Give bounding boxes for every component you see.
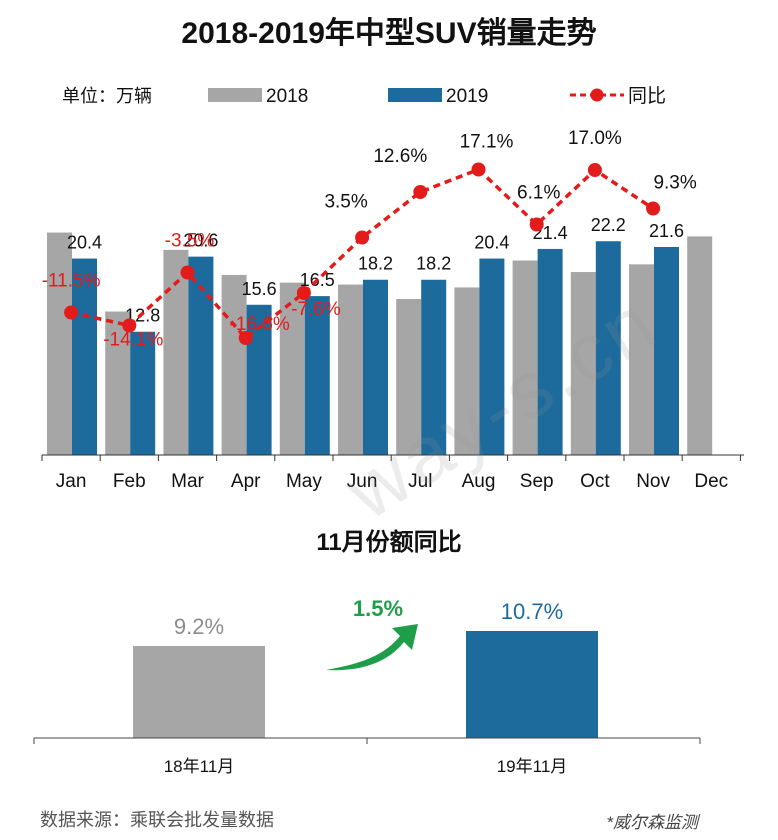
x-label-jan: Jan: [56, 471, 87, 492]
yoy-label-feb: -14.1%: [103, 330, 163, 351]
x-axis-ticks: [41, 455, 741, 461]
x-label-jun: Jun: [347, 471, 378, 492]
bar-label-2019-jan: 20.4: [67, 233, 102, 253]
share-value-labels: 9.2% 10.7%: [174, 599, 563, 639]
bar-2019-aug: [479, 258, 505, 455]
yoy-marker-mar: [180, 265, 195, 280]
x-label-sep: Sep: [520, 471, 554, 492]
legend-label-2018: 2018: [266, 86, 308, 107]
yoy-marker-feb: [122, 318, 137, 333]
bar-2018-aug: [454, 287, 480, 455]
source-note: 数据来源：乘联会批发量数据: [40, 810, 274, 830]
yoy-label-jun: 3.5%: [324, 192, 367, 213]
bar-2018-mar: [163, 249, 189, 455]
bar-2018-nov: [629, 264, 654, 455]
yoy-label-jul: 12.6%: [373, 146, 427, 167]
share-bars: [133, 631, 598, 738]
bar-2019-oct: [595, 241, 621, 455]
yoy-label-may: -7.6%: [291, 299, 341, 320]
x-label-feb: Feb: [113, 471, 146, 492]
yoy-marker-aug: [471, 162, 486, 177]
legend-label-2019: 2019: [446, 86, 488, 107]
bar-2018-dec: [687, 236, 713, 455]
bar-label-2019-apr: 15.6: [242, 279, 277, 299]
bar-2018-oct: [570, 272, 596, 455]
yoy-marker-nov: [646, 201, 661, 216]
bar-2019-nov: [654, 247, 679, 455]
bar-label-2019-jul: 18.2: [416, 254, 451, 274]
share-axis-ticks: [33, 738, 701, 744]
share-category-label-2019: 19年11月: [497, 757, 568, 776]
bar-2019-jun: [363, 279, 388, 455]
yoy-marker-jun: [355, 230, 370, 245]
bar-2019-may: [304, 296, 330, 455]
chart-title: 2018-2019年中型SUV销量走势: [181, 17, 597, 50]
chart-canvas: 2018 2019 同比 20.412.820.615.6 16.518.2 18.…: [33, 85, 744, 776]
yoy-marker-sep: [529, 217, 544, 232]
legend-swatch-2019: [388, 88, 442, 102]
yoy-label-mar: -3.5%: [165, 231, 215, 252]
bar-2018-sep: [512, 260, 538, 455]
bars-2019: [72, 241, 679, 455]
yoy-label-apr: -16.6%: [230, 314, 290, 335]
yoy-marker-may: [296, 286, 311, 300]
x-label-apr: Apr: [231, 471, 261, 492]
yoy-labels: -11.5% -14.1% -3.5% -16.6%-7.6% 3.5% 12.6% 17.…: [42, 128, 697, 351]
yoy-label-aug: 17.1%: [460, 132, 514, 153]
bar-2018-apr: [221, 274, 247, 455]
green-arrow-icon: [326, 624, 418, 671]
x-label-nov: Nov: [636, 471, 670, 492]
share-category-labels: 18年11月 19年11月: [164, 757, 568, 776]
yoy-label-sep: 6.1%: [517, 183, 560, 204]
bar-2019-sep: [537, 248, 563, 455]
yoy-marker-jul: [413, 185, 428, 199]
x-label-mar: Mar: [171, 471, 204, 492]
x-label-may: May: [286, 471, 322, 492]
bar-2018-jan: [47, 232, 72, 455]
bar-label-2019-jun: 18.2: [358, 254, 393, 274]
yoy-marker-oct: [587, 163, 602, 177]
bar-2018-feb: [105, 311, 131, 455]
bars-2018: [47, 232, 713, 455]
yoy-marker-jan: [64, 305, 79, 320]
share-bar-2018: [133, 646, 265, 738]
legend-label-yoy: 同比: [628, 85, 666, 107]
yoy-marker-apr: [238, 331, 253, 345]
share-value-label-2018: 9.2%: [174, 614, 224, 639]
bar-label-2019-nov: 21.6: [649, 221, 684, 241]
share-chart-title: 11月份额同比: [316, 529, 462, 556]
bar-2018-jul: [396, 299, 422, 455]
x-label-aug: Aug: [462, 471, 496, 492]
x-axis-labels: Jan Feb Mar Apr May Jun Jul Aug Sep Oct Nov Dec: [56, 471, 728, 492]
share-category-label-2018: 18年11月: [164, 757, 235, 776]
bar-label-2019-aug: 20.4: [474, 233, 509, 253]
yoy-label-jan: -11.5%: [42, 271, 101, 292]
bar-2019-jul: [421, 279, 447, 455]
bar-2018-jun: [338, 284, 363, 455]
x-label-oct: Oct: [580, 471, 610, 492]
legend-marker-yoy: [590, 88, 604, 102]
yoy-markers: [64, 162, 661, 345]
bar-2019-jan: [72, 258, 97, 455]
yoy-label-nov: 9.3%: [653, 173, 696, 194]
unit-label: 单位：万辆: [62, 86, 152, 106]
credit-note: *威尔森监测: [606, 813, 698, 832]
bar-label-2019-oct: 22.2: [591, 215, 626, 235]
yoy-label-oct: 17.0%: [568, 128, 622, 149]
yoy-line: [70, 167, 655, 341]
share-change-label: 1.5%: [353, 596, 403, 621]
bar-2018-may: [279, 282, 305, 455]
legend: 2018 2019 同比: [208, 85, 666, 107]
share-value-label-2019: 10.7%: [501, 599, 563, 624]
share-bar-2019: [466, 631, 598, 738]
x-label-dec: Dec: [694, 471, 728, 492]
legend-swatch-2018: [208, 88, 262, 102]
bar-label-2019-mar: 20.6: [183, 231, 218, 251]
bar-2019-feb: [130, 331, 156, 455]
x-label-jul: Jul: [408, 471, 432, 492]
